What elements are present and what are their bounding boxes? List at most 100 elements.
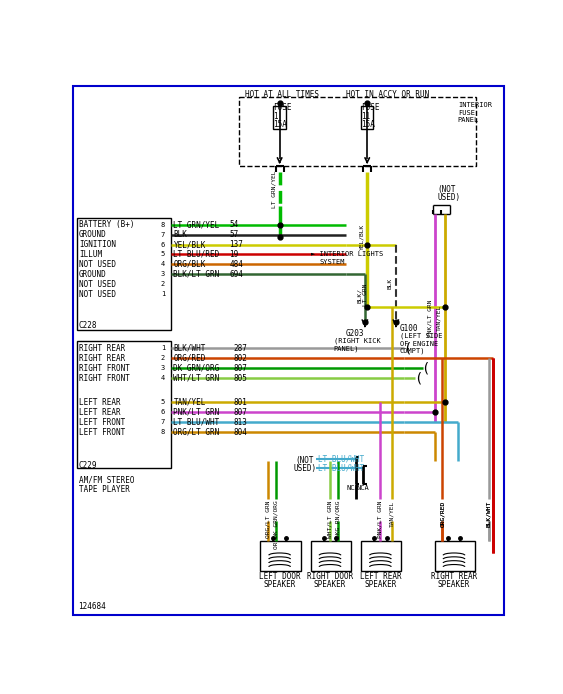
Text: HOT IN ACCY OR RUN: HOT IN ACCY OR RUN xyxy=(346,90,429,99)
Text: RIGHT REAR: RIGHT REAR xyxy=(431,573,477,582)
Text: LT GRN/YEL: LT GRN/YEL xyxy=(173,221,220,230)
Text: PNK/LT GRN: PNK/LT GRN xyxy=(378,500,383,538)
Text: (RIGHT KICK: (RIGHT KICK xyxy=(334,338,381,344)
Text: LT BLU/WHT: LT BLU/WHT xyxy=(318,464,365,473)
Bar xyxy=(361,106,373,130)
Text: 801: 801 xyxy=(233,398,247,407)
Text: SYSTEM: SYSTEM xyxy=(320,259,346,265)
Text: YEL/BLK: YEL/BLK xyxy=(173,241,206,249)
Text: G203: G203 xyxy=(346,329,364,338)
Text: RIGHT FRONT: RIGHT FRONT xyxy=(79,364,130,373)
Text: TAN/YEL: TAN/YEL xyxy=(173,398,206,407)
Text: LT BLU/WHT: LT BLU/WHT xyxy=(173,418,220,427)
Text: LT BLU/RED: LT BLU/RED xyxy=(173,250,220,259)
Text: 7: 7 xyxy=(160,232,165,238)
Text: LEFT FRONT: LEFT FRONT xyxy=(79,418,125,427)
Text: LEFT REAR: LEFT REAR xyxy=(79,398,120,407)
Text: RIGHT REAR: RIGHT REAR xyxy=(79,354,125,363)
Text: OF ENGINE: OF ENGINE xyxy=(400,341,438,346)
Text: SPEAKER: SPEAKER xyxy=(263,580,296,589)
Text: LEFT REAR: LEFT REAR xyxy=(79,407,120,416)
Text: 2: 2 xyxy=(160,281,165,287)
Text: LEFT DOOR: LEFT DOOR xyxy=(259,573,301,582)
Text: 15A: 15A xyxy=(361,120,375,129)
Text: (NOT: (NOT xyxy=(437,185,456,194)
Text: 1: 1 xyxy=(160,291,165,297)
Text: 287: 287 xyxy=(233,344,247,353)
Text: 804: 804 xyxy=(233,428,247,437)
Bar xyxy=(260,541,301,570)
Text: AM/FM STEREO: AM/FM STEREO xyxy=(79,475,135,484)
Text: G100: G100 xyxy=(400,323,418,332)
Text: FUSE: FUSE xyxy=(458,110,475,115)
Text: PANEL): PANEL) xyxy=(334,346,359,352)
Text: OR DK GRN/ORG: OR DK GRN/ORG xyxy=(273,500,278,550)
Text: BLK: BLK xyxy=(388,278,393,289)
Text: 807: 807 xyxy=(233,364,247,373)
Text: (: ( xyxy=(404,341,412,355)
Text: FUSE: FUSE xyxy=(274,103,292,112)
Text: ORG/RED: ORG/RED xyxy=(440,500,445,527)
Text: 5: 5 xyxy=(160,251,165,257)
Text: TAN/YEL: TAN/YEL xyxy=(437,305,442,331)
Text: ORG/RED: ORG/RED xyxy=(440,500,445,527)
Text: ORG/RED: ORG/RED xyxy=(173,354,206,363)
Text: C229: C229 xyxy=(79,461,97,470)
Text: ORG/LT GRN: ORG/LT GRN xyxy=(173,428,220,437)
Text: 813: 813 xyxy=(233,418,247,427)
Text: LT GRN/YEL: LT GRN/YEL xyxy=(272,171,276,208)
Text: (: ( xyxy=(414,371,422,385)
Text: 137: 137 xyxy=(229,241,243,249)
Text: LEFT FRONT: LEFT FRONT xyxy=(79,428,125,437)
Bar xyxy=(311,541,351,570)
Text: BLK/WHT: BLK/WHT xyxy=(486,500,491,527)
Text: DKG RN/ORG: DKG RN/ORG xyxy=(335,500,340,538)
Text: SPEAKER: SPEAKER xyxy=(364,580,396,589)
Text: 2: 2 xyxy=(160,355,165,361)
Text: BATTERY (B+): BATTERY (B+) xyxy=(79,221,135,230)
Text: (: ( xyxy=(422,361,430,375)
Text: ► INTERIOR LIGHTS: ► INTERIOR LIGHTS xyxy=(311,251,383,257)
Text: C228: C228 xyxy=(79,321,97,330)
Text: NOT USED: NOT USED xyxy=(79,280,116,289)
Text: SPEAKER: SPEAKER xyxy=(314,580,346,589)
Text: 5: 5 xyxy=(160,399,165,405)
Text: BLK/: BLK/ xyxy=(357,287,362,303)
Text: USED): USED) xyxy=(293,464,317,473)
Bar xyxy=(239,97,476,167)
Text: YEL/BLK: YEL/BLK xyxy=(359,224,364,251)
Text: BLK/WHT: BLK/WHT xyxy=(173,344,206,353)
Text: ORG/BLK: ORG/BLK xyxy=(173,260,206,269)
Text: GROUND: GROUND xyxy=(79,270,106,279)
Text: USED): USED) xyxy=(437,193,461,202)
Text: TAPE PLAYER: TAPE PLAYER xyxy=(79,484,130,493)
Bar xyxy=(435,541,475,570)
Bar xyxy=(77,341,171,468)
Text: HOT AT ALL TIMES: HOT AT ALL TIMES xyxy=(245,90,319,99)
Text: IGNITION: IGNITION xyxy=(79,241,116,249)
Bar xyxy=(274,106,286,130)
Text: 19: 19 xyxy=(229,250,239,259)
Text: 1: 1 xyxy=(274,112,278,121)
Text: 15A: 15A xyxy=(274,120,287,129)
Text: FUSE: FUSE xyxy=(361,103,379,112)
Text: 1: 1 xyxy=(160,345,165,351)
Text: 11: 11 xyxy=(361,112,370,121)
Text: LT GRN: LT GRN xyxy=(363,284,368,306)
Bar xyxy=(77,218,171,330)
Text: TAN/YEL: TAN/YEL xyxy=(390,500,395,527)
Text: PNK/LT GRN: PNK/LT GRN xyxy=(427,299,432,337)
Text: RIGHT DOOR: RIGHT DOOR xyxy=(307,573,353,582)
Text: WHT/LT GRN: WHT/LT GRN xyxy=(173,373,220,382)
Text: (NOT: (NOT xyxy=(295,456,314,465)
Text: 3: 3 xyxy=(160,271,165,277)
Text: 694: 694 xyxy=(229,270,243,279)
Text: 124684: 124684 xyxy=(78,602,106,611)
Text: 807: 807 xyxy=(233,407,247,416)
Text: RIGHT FRONT: RIGHT FRONT xyxy=(79,373,130,382)
Text: 805: 805 xyxy=(233,373,247,382)
Text: 6: 6 xyxy=(160,242,165,248)
Text: BLK: BLK xyxy=(173,230,187,239)
Text: COMPT): COMPT) xyxy=(400,348,425,355)
Text: 6: 6 xyxy=(160,409,165,415)
